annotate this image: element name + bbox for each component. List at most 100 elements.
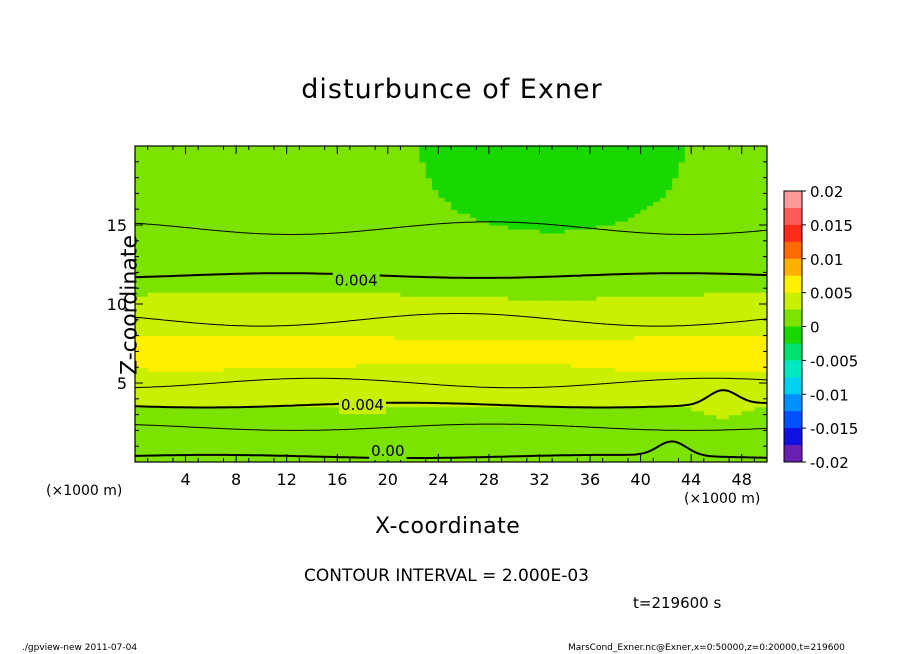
field-cell xyxy=(204,189,212,194)
field-cell xyxy=(274,406,281,412)
field-cell xyxy=(501,236,509,242)
field-cell xyxy=(141,228,149,234)
field-cell xyxy=(147,327,155,333)
field-cell xyxy=(343,197,351,202)
field-cell xyxy=(286,383,294,388)
field-cell xyxy=(413,304,420,309)
field-cell xyxy=(135,446,142,451)
field-cell xyxy=(135,268,142,273)
field-cell xyxy=(217,410,225,416)
field-cell xyxy=(425,430,433,435)
field-cell xyxy=(507,315,515,321)
field-cell xyxy=(406,236,414,242)
field-cell xyxy=(337,157,345,163)
field-cell xyxy=(191,359,199,364)
field-cell xyxy=(185,363,193,368)
field-cell xyxy=(293,311,300,317)
field-cell xyxy=(457,458,465,462)
field-cell xyxy=(425,446,433,451)
field-cell xyxy=(166,410,174,416)
field-cell xyxy=(267,300,275,305)
field-cell xyxy=(242,296,250,301)
field-cell xyxy=(520,213,528,218)
field-cell xyxy=(349,296,357,301)
field-cell xyxy=(495,343,503,349)
field-cell xyxy=(495,315,503,321)
field-cell xyxy=(457,446,465,451)
field-cell xyxy=(267,438,275,443)
field-cell xyxy=(438,307,446,313)
field-cell xyxy=(349,300,357,305)
field-cell xyxy=(514,201,522,206)
field-cell xyxy=(147,284,155,289)
field-cell xyxy=(204,256,212,262)
field-cell xyxy=(223,335,231,341)
field-cell xyxy=(507,161,515,167)
field-cell xyxy=(507,394,515,400)
field-cell xyxy=(172,339,180,345)
field-cell xyxy=(495,272,503,277)
field-cell xyxy=(185,185,193,191)
field-cell xyxy=(419,398,427,404)
field-cell xyxy=(267,153,275,159)
field-cell xyxy=(343,149,351,155)
field-cell xyxy=(514,165,522,171)
field-cell xyxy=(514,307,522,313)
field-cell xyxy=(179,185,187,191)
field-cell xyxy=(463,173,471,179)
field-cell xyxy=(280,394,288,400)
field-cell xyxy=(349,268,357,273)
field-cell xyxy=(438,347,446,352)
field-cell xyxy=(419,161,427,167)
field-cell xyxy=(381,197,389,202)
field-cell xyxy=(476,422,484,428)
field-cell xyxy=(293,442,300,447)
field-cell xyxy=(185,442,193,447)
field-cell xyxy=(267,288,275,293)
field-cell xyxy=(236,193,244,198)
field-cell xyxy=(311,379,319,384)
field-cell xyxy=(413,442,420,447)
field-cell xyxy=(318,347,326,352)
field-cell xyxy=(444,394,452,400)
field-cell xyxy=(432,209,439,214)
field-cell xyxy=(185,422,193,428)
field-cell xyxy=(381,458,389,462)
field-cell xyxy=(293,307,300,313)
field-cell xyxy=(457,149,465,155)
field-cell xyxy=(160,272,168,277)
field-cell xyxy=(387,371,395,376)
field-cell xyxy=(400,327,408,333)
field-cell xyxy=(337,225,345,230)
field-cell xyxy=(185,438,193,443)
field-cell xyxy=(514,217,522,222)
field-cell xyxy=(160,280,168,285)
field-cell xyxy=(476,225,484,230)
field-cell xyxy=(210,177,218,183)
field-cell xyxy=(305,398,313,404)
field-cell xyxy=(204,406,212,412)
field-cell xyxy=(135,280,142,285)
field-cell xyxy=(280,331,288,337)
field-cell xyxy=(514,197,522,202)
field-cell xyxy=(217,213,225,218)
field-cell xyxy=(267,430,275,435)
field-cell xyxy=(362,454,370,459)
field-cell xyxy=(172,280,180,285)
field-cell xyxy=(280,355,288,360)
field-cell xyxy=(457,442,465,447)
field-cell xyxy=(425,406,433,412)
field-cell xyxy=(501,177,509,183)
field-cell xyxy=(438,379,446,384)
field-cell xyxy=(242,430,250,435)
field-cell xyxy=(526,311,534,317)
field-cell xyxy=(514,248,522,254)
field-cell xyxy=(476,296,484,301)
field-cell xyxy=(476,205,484,210)
field-cell xyxy=(236,430,244,435)
field-cell xyxy=(356,260,364,266)
field-cell xyxy=(236,300,244,305)
field-cell xyxy=(451,359,458,364)
field-cell xyxy=(368,228,376,234)
field-cell xyxy=(520,418,528,424)
